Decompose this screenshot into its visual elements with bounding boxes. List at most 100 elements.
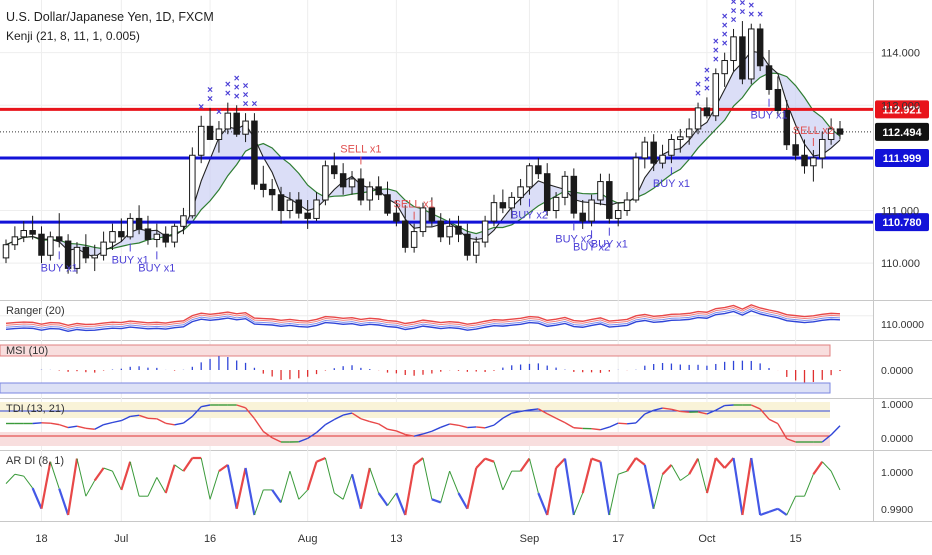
ardi-line-segment: [645, 465, 654, 509]
tdi-line-segment: [77, 426, 86, 428]
candle-body: [163, 234, 169, 242]
ardi-line-segment: [68, 459, 77, 515]
ardi-line-segment: [201, 458, 210, 499]
ardi-line-segment: [405, 465, 414, 515]
ardi-line-segment: [822, 462, 831, 471]
tdi-line-segment: [166, 423, 175, 424]
candle-body: [278, 195, 284, 211]
candle-body: [172, 226, 178, 242]
candle-body: [624, 200, 630, 211]
candle-body: [198, 126, 204, 155]
tdi-line-segment: [609, 423, 618, 427]
ardi-line-segment: [388, 493, 397, 506]
ardi-line-segment: [671, 465, 680, 481]
last-price-label: 112.494: [882, 127, 922, 139]
tdi-line-segment: [592, 429, 601, 430]
candle-body: [269, 189, 275, 194]
level-label: 110.780: [882, 217, 921, 229]
top-marker: ×: [731, 0, 737, 8]
candle-body: [837, 129, 843, 134]
ardi-line-segment: [574, 493, 583, 515]
candle-body: [686, 129, 692, 137]
price-levels: [0, 109, 873, 222]
ardi-line-segment: [663, 465, 672, 474]
ardi-line-segment: [352, 474, 361, 508]
top-marker: ×: [198, 102, 204, 113]
top-marker: ×: [252, 99, 258, 110]
candle-body: [21, 231, 27, 237]
panel-tick-label: 0.0000: [881, 433, 913, 445]
candle-body: [749, 29, 755, 79]
candle-body: [411, 232, 417, 248]
candle-body: [403, 221, 409, 247]
tdi-line-segment: [831, 426, 840, 435]
date-tick-label: Aug: [298, 533, 318, 545]
ardi-line-segment: [157, 477, 166, 493]
candle-body: [802, 155, 808, 166]
ardi-line-segment: [831, 471, 840, 490]
ardi-line-segment: [476, 459, 485, 468]
tdi-line-segment: [467, 427, 476, 428]
candle-body: [119, 232, 125, 237]
indicator-panels: Ranger (20)MSI (10)TDI (13, 21)AR DI (8,…: [0, 305, 840, 515]
ardi-line-segment: [370, 468, 379, 493]
buy-signal-label: BUY x2: [511, 210, 548, 222]
candle-body: [296, 200, 302, 213]
date-tick-label: 15: [790, 533, 802, 545]
ardi-line-segment: [95, 468, 104, 481]
date-tick-label: 17: [612, 533, 624, 545]
candle-body: [367, 187, 373, 200]
ardi-line-segment: [583, 459, 592, 493]
candle-body: [207, 126, 213, 139]
candle-body: [39, 234, 45, 255]
top-marker: ×: [216, 107, 222, 118]
ardi-line-segment: [59, 489, 68, 515]
ardi-line-segment: [299, 490, 308, 499]
ardi-line-segment: [760, 512, 769, 515]
ardi-line-segment: [547, 468, 556, 515]
panel-title: AR DI (8, 1): [6, 455, 64, 467]
top-marker: ×: [225, 80, 231, 91]
panel-tick-label: 0.0000: [881, 365, 913, 377]
ardi-line-segment: [609, 474, 618, 515]
candle-body: [420, 208, 426, 232]
buy-signal-label: BUY x1: [653, 178, 690, 190]
tdi-line-segment: [556, 418, 565, 422]
candle-body: [589, 200, 595, 221]
tdi-line-segment: [485, 425, 494, 428]
candle-body: [704, 108, 710, 116]
ardi-line-segment: [698, 459, 707, 493]
ardi-line-segment: [77, 459, 86, 497]
tdi-line-segment: [370, 422, 379, 424]
tdi-line-segment: [68, 426, 77, 427]
price-tick-label: 114.000: [881, 48, 920, 60]
date-tick-label: Jul: [114, 533, 128, 545]
ardi-line-segment: [485, 459, 494, 462]
top-marker: ×: [704, 65, 710, 76]
candle-body: [154, 234, 160, 239]
candle-body: [305, 213, 311, 218]
tdi-line-segment: [388, 429, 397, 431]
ardi-line-segment: [166, 465, 175, 493]
ardi-line-segment: [600, 462, 609, 515]
tdi-line-segment: [574, 428, 583, 429]
ardi-line-segment: [281, 471, 290, 502]
candle-body: [216, 129, 222, 140]
tdi-line-segment: [432, 427, 441, 431]
ardi-line-segment: [636, 458, 645, 465]
candle-body: [820, 139, 826, 157]
candle-body: [456, 226, 462, 234]
tdi-line-segment: [325, 420, 334, 425]
top-marker: ×: [722, 12, 728, 23]
candle-body: [793, 145, 799, 156]
tdi-line-segment: [33, 423, 42, 424]
panel-tick-label: 1.0000: [881, 399, 913, 411]
panel-tick-label: 0.9900: [881, 504, 913, 516]
ardi-line-segment: [183, 458, 192, 471]
tdi-line-segment: [450, 424, 459, 425]
candle-body: [358, 179, 364, 200]
candle-body: [633, 158, 639, 200]
top-marker: ×: [207, 85, 213, 96]
